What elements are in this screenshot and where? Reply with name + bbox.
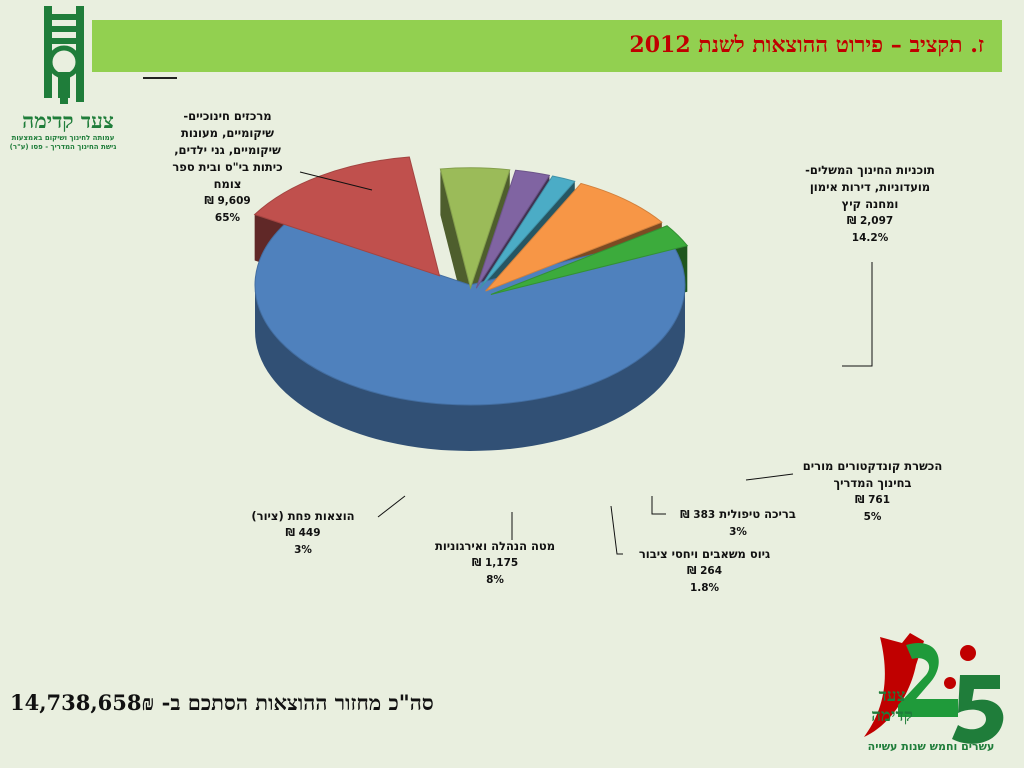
leader-line-slice-4 <box>610 505 623 555</box>
slice-label-0: מרכזים חינוכיים- שיקומיים, מעונות שיקומי… <box>160 108 295 227</box>
ladder-logo-icon <box>44 6 84 104</box>
title-underline <box>143 77 177 79</box>
pie-slice-3 <box>475 169 551 289</box>
leader-line-slice-1 <box>842 262 873 367</box>
logo-tagline-line1: עמותה לחינוך ושיקום באמצעות <box>11 134 115 142</box>
slice-label-6-value: 449 ₪ <box>285 527 321 539</box>
slice-label-6-name: הוצאות פחת (ציור) <box>251 509 355 523</box>
logo-name: צעד קדימה <box>22 108 114 133</box>
slice-label-1-value: 2,097 ₪ <box>846 215 894 227</box>
slice-label-5-value: 1,175 ₪ <box>471 557 519 569</box>
slice-label-0-name: מרכזים חינוכיים- שיקומיים, מעונות שיקומי… <box>172 109 283 191</box>
slice-label-3: בריכה טיפולית 383 ₪ 3% <box>668 506 808 541</box>
logo-tagline-line2: גישת החינוך המדריך - פסו (ע"ר) <box>9 143 117 151</box>
slice-label-5-percent: 8% <box>486 574 504 586</box>
pie-slice-wall-0 <box>255 285 685 451</box>
anniversary-logo-name: צעד קדימה <box>852 686 932 726</box>
slice-label-2-name: הכשרת קונדקטורים מורים בחינוך המדריך <box>802 459 943 490</box>
anniversary-logo-name-line1: צעד <box>878 686 906 706</box>
slice-label-2-value: 761 ₪ <box>854 494 891 506</box>
slice-label-6-percent: 3% <box>294 544 312 556</box>
slice-label-4: גיוס משאבים ויחסי ציבור 264 ₪ 1.8% <box>622 546 787 597</box>
pie-slice-6 <box>490 225 689 295</box>
slice-label-2: הכשרת קונדקטורים מורים בחינוך המדריך 761… <box>790 458 955 526</box>
anniversary-logo-name-line2: קדימה <box>871 706 913 726</box>
slice-label-3-percent: 3% <box>729 526 747 538</box>
slice-label-4-name: גיוס משאבים ויחסי ציבור <box>638 547 771 561</box>
slice-label-0-value: 9,609 ₪ <box>204 195 251 207</box>
leader-line-slice-0 <box>299 171 373 191</box>
pie-slice-2 <box>439 167 511 290</box>
pie-slice-4 <box>478 175 576 290</box>
slice-label-5: מטה הנהלה ואירגוניות 1,175 ₪ 8% <box>420 538 570 589</box>
slice-label-0-percent: 65% <box>214 212 241 224</box>
slice-label-5-name: מטה הנהלה ואירגוניות <box>434 539 556 553</box>
slice-label-4-percent: 1.8% <box>689 582 720 594</box>
leader-line-slice-6 <box>377 495 406 518</box>
anniversary-logo-tagline: עשרים וחמש שנות עשייה <box>867 740 995 753</box>
slice-label-1-percent: 14.2% <box>851 232 889 244</box>
page-title: ז. תקציב – פירוט ההוצאות לשנת 2012 <box>629 32 984 58</box>
slice-label-1: תוכניות החינוך המשלים- מועדוניות, דירות … <box>795 162 945 247</box>
slice-label-3-name: בריכה טיפולית <box>719 507 796 521</box>
logo-tagline: עמותה לחינוך ושיקום באמצעות גישת החינוך … <box>0 134 126 152</box>
leader-lines <box>299 171 873 555</box>
leader-line-slice-2 <box>745 473 794 481</box>
slice-label-6: הוצאות פחת (ציור) 449 ₪ 3% <box>228 508 378 559</box>
leader-line-slice-3 <box>651 496 666 515</box>
title-bar: ז. תקציב – פירוט ההוצאות לשנת 2012 <box>92 20 1002 72</box>
slice-label-1-name: תוכניות החינוך המשלים- מועדוניות, דירות … <box>805 163 935 211</box>
pie-slice-5 <box>485 182 663 292</box>
anniversary-25-logo-icon <box>864 633 1004 744</box>
pie-slice-1 <box>253 156 441 277</box>
slice-label-2-percent: 5% <box>863 511 882 523</box>
slice-label-3-value: 383 ₪ <box>680 509 716 521</box>
pie-tops <box>253 156 689 406</box>
total-expenses-text: סה"כ מחזור ההוצאות הסתכם ב- 14,738,658₪ <box>10 690 434 715</box>
slice-label-4-value: 264 ₪ <box>686 565 723 577</box>
